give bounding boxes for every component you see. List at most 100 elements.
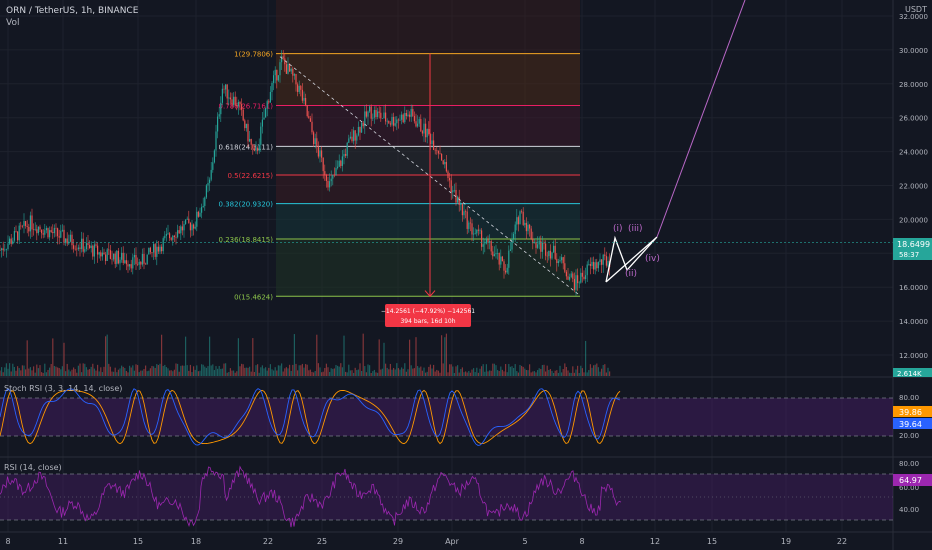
- time-axis[interactable]: 8 11 15 18 22 25 29 Apr 5 8 12 15 19 22: [5, 537, 847, 546]
- candle-body: [257, 148, 259, 151]
- candle-body: [373, 110, 375, 118]
- volume-bar: [514, 364, 516, 376]
- volume-bar: [537, 370, 539, 376]
- volume-bar: [583, 372, 585, 376]
- rsi-line: [0, 465, 622, 528]
- candle-body: [255, 148, 257, 151]
- candle-body: [265, 108, 267, 118]
- candle-body: [29, 215, 31, 232]
- candle-body: [15, 231, 17, 232]
- volume-bar: [495, 365, 497, 376]
- candle-body: [591, 261, 593, 266]
- volume-bar: [226, 372, 228, 376]
- candle-body: [18, 225, 20, 241]
- volume-bar: [300, 365, 302, 376]
- volume-bar: [41, 372, 43, 376]
- candle-body: [309, 118, 311, 122]
- volume-bar: [82, 363, 84, 376]
- candle-body: [508, 250, 510, 268]
- candle-body: [186, 218, 188, 220]
- volume-bar: [549, 369, 551, 376]
- price-tick: 30.0000: [899, 47, 928, 55]
- candle-body: [357, 126, 359, 136]
- volume-bar: [546, 365, 548, 376]
- fibonacci-retracement[interactable]: 1(29.7806) 0.786(26.7161) 0.618(24.3111) 0.…: [219, 0, 580, 301]
- rsi-pane[interactable]: [0, 465, 893, 528]
- candle-body: [26, 225, 28, 227]
- volume-bar: [588, 370, 590, 376]
- volume-bar: [172, 371, 174, 376]
- volume-bar: [284, 368, 286, 376]
- volume-bar: [260, 367, 262, 376]
- candle-body: [295, 74, 297, 85]
- volume-bar: [106, 334, 108, 376]
- volume-bar: [189, 364, 191, 376]
- projection-line[interactable]: [656, 0, 746, 238]
- candle-body: [5, 249, 7, 250]
- candle-body: [540, 240, 542, 252]
- candle-body: [434, 149, 436, 151]
- candle-body: [215, 131, 217, 151]
- volume-bar: [378, 339, 380, 376]
- fib-level-label: 0.618(24.3111): [219, 143, 274, 151]
- candle-body: [327, 180, 329, 188]
- candle-body: [378, 111, 380, 113]
- candle-body: [589, 264, 591, 266]
- volume-bar: [297, 370, 299, 376]
- candle-body: [205, 185, 207, 198]
- candle-body: [28, 226, 30, 232]
- candle-body: [468, 222, 470, 229]
- candle-body: [279, 62, 281, 76]
- stoch-rsi-pane[interactable]: [0, 387, 893, 446]
- volume-bar: [2, 372, 4, 376]
- volume-bar: [412, 368, 414, 376]
- volume-bar: [7, 368, 9, 376]
- candle-body: [111, 258, 113, 260]
- candle-body: [85, 243, 87, 250]
- volume-bar: [479, 368, 481, 376]
- volume-bar: [509, 366, 511, 376]
- candle-body: [538, 240, 540, 245]
- price-axis[interactable]: 32.0000 30.0000 28.0000 26.0000 24.0000 22.00…: [899, 13, 928, 360]
- candle-body: [351, 136, 353, 142]
- volume-bar: [212, 364, 214, 376]
- candle-body: [84, 249, 86, 252]
- candle-body: [396, 119, 398, 124]
- volume-bar: [463, 372, 465, 376]
- candle-body: [153, 244, 155, 253]
- candle-body: [245, 123, 247, 129]
- volume-bar: [322, 371, 324, 376]
- volume-bar: [602, 364, 604, 376]
- volume-bar: [87, 369, 89, 376]
- candle-body: [530, 228, 532, 240]
- volume-bar: [417, 366, 419, 376]
- volume-bar: [481, 366, 483, 376]
- candle-body: [249, 138, 251, 142]
- volume-bar: [133, 370, 135, 376]
- volume-bar: [319, 367, 321, 376]
- volume-bar: [39, 365, 41, 376]
- wave-pattern[interactable]: [605, 235, 658, 283]
- rsi-tick-40: 40.00: [899, 506, 919, 514]
- volume-bar: [594, 364, 596, 376]
- volume-bar: [45, 372, 47, 376]
- volume-bar: [309, 369, 311, 376]
- volume-bar: [167, 368, 169, 376]
- candle-body: [204, 197, 206, 206]
- volume-bar: [1, 367, 3, 376]
- volume-bar: [130, 367, 132, 376]
- fib-zone: [276, 105, 580, 147]
- candle-body: [306, 105, 308, 117]
- candle-body: [569, 276, 571, 280]
- fib-level-label: 0.382(20.9320): [219, 201, 274, 209]
- volume-bar: [202, 364, 204, 376]
- candle-body: [316, 138, 318, 147]
- candle-body: [236, 104, 238, 107]
- candle-body: [597, 261, 599, 269]
- volume-bar: [452, 366, 454, 376]
- drawings[interactable]: [0, 0, 893, 298]
- measure-box[interactable]: [385, 304, 471, 327]
- volume-bar: [63, 342, 65, 376]
- volume-bar: [530, 372, 532, 376]
